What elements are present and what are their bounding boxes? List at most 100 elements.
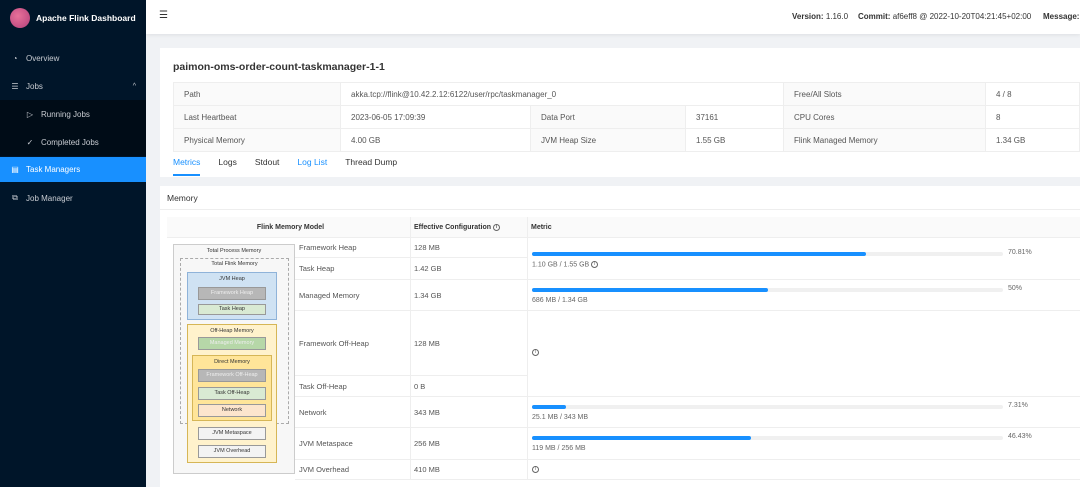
- taskmanager-info-table: Path akka.tcp://flink@10.42.2.12:6122/use…: [173, 82, 1080, 152]
- label: Physical Memory: [173, 128, 341, 152]
- metric-detail: 25.1 MB / 343 MB: [532, 414, 589, 421]
- progress-fill: [532, 436, 751, 440]
- metric-detail: 686 MB / 1.34 GB: [532, 297, 588, 304]
- jvm-metaspace-box: JVM Metaspace: [198, 427, 266, 440]
- metric-cell: [527, 238, 1080, 280]
- tab-log-list[interactable]: Log List: [297, 157, 328, 167]
- metric-cell: [527, 280, 1080, 311]
- schedule-icon: ▤: [11, 165, 19, 174]
- memory-row-name: Framework Heap: [295, 238, 410, 258]
- memory-row-name: Task Off-Heap: [295, 376, 410, 397]
- tab-metrics[interactable]: Metrics: [173, 157, 201, 176]
- sidebar-item-label: Task Managers: [26, 165, 81, 174]
- list-icon: ☰: [11, 81, 19, 91]
- memory-row-config: 410 MB: [410, 460, 527, 480]
- memory-row-config: 1.42 GB: [410, 258, 527, 280]
- sidebar-item-running-jobs[interactable]: ▷ Running Jobs: [0, 100, 146, 128]
- value: 4 / 8: [985, 82, 1080, 106]
- progress-fill: [532, 252, 866, 256]
- task-heap-box: Task Heap: [198, 304, 266, 315]
- memory-title: Memory: [167, 193, 198, 203]
- memory-row-name: JVM Overhead: [295, 460, 410, 480]
- memory-row-config: 0 B: [410, 376, 527, 397]
- progress-percent: 70.81%: [1008, 249, 1032, 256]
- value: akka.tcp://flink@10.42.2.12:6122/user/rp…: [340, 82, 784, 106]
- network-box: Network: [198, 404, 266, 417]
- cluster-icon: ⧉: [12, 193, 18, 202]
- sidebar-item-job-manager[interactable]: ⧉ Job Manager: [0, 184, 146, 212]
- total-process-memory: Total Process Memory: [206, 248, 262, 254]
- info-icon[interactable]: i: [532, 466, 539, 473]
- metric-detail: 119 MB / 256 MB: [532, 445, 586, 452]
- chevron-up-icon: ^: [132, 82, 136, 90]
- memory-row-config: 256 MB: [410, 428, 527, 460]
- label: JVM Heap Size: [530, 128, 686, 152]
- metric-cell: [527, 311, 1080, 397]
- sidebar-item-jobs[interactable]: ☰ Jobs ^: [0, 72, 146, 100]
- value: 1.55 GB: [685, 128, 784, 152]
- label: Free/All Slots: [783, 82, 986, 106]
- sidebar-item-label: Completed Jobs: [41, 137, 99, 147]
- tab-logs[interactable]: Logs: [218, 157, 237, 167]
- framework-heap-box: Framework Heap: [198, 287, 266, 300]
- play-circle-icon: ▷: [26, 109, 34, 119]
- memory-row-name: Task Heap: [295, 258, 410, 280]
- memory-row-name: JVM Metaspace: [295, 428, 410, 460]
- value: 8: [985, 105, 1080, 129]
- menu-fold-icon[interactable]: ☰: [159, 10, 168, 21]
- sidebar-item-label: Job Manager: [26, 193, 73, 203]
- value: 2023-06-05 17:09:39: [340, 105, 531, 129]
- sidebar-item-label: Running Jobs: [41, 109, 90, 119]
- memory-row-config: 1.34 GB: [410, 280, 527, 311]
- header-effective-config: Effective Configuration i: [410, 217, 527, 238]
- memory-model-diagram: Total Process Memory Total Flink Memory …: [173, 244, 295, 474]
- label: CPU Cores: [783, 105, 986, 129]
- flink-logo: [10, 8, 30, 28]
- message-info: Message:: [1043, 12, 1080, 21]
- progress-percent: 46.43%: [1008, 433, 1032, 440]
- framework-off-heap-box: Framework Off-Heap: [198, 369, 266, 382]
- sidebar-item-completed-jobs[interactable]: ✓ Completed Jobs: [0, 128, 146, 156]
- brand-title: Apache Flink Dashboard: [36, 13, 136, 23]
- sidebar-item-label: Overview: [26, 53, 60, 63]
- tab-stdout[interactable]: Stdout: [254, 157, 280, 167]
- managed-memory-box: Managed Memory: [198, 337, 266, 350]
- memory-row-name: Managed Memory: [295, 280, 410, 311]
- tab-thread-dump[interactable]: Thread Dump: [345, 157, 398, 167]
- check-circle-icon: ✓: [26, 137, 34, 147]
- memory-row-name: Network: [295, 397, 410, 428]
- jvm-overhead-box: JVM Overhead: [198, 445, 266, 458]
- label: Flink Managed Memory: [783, 128, 986, 152]
- progress-fill: [532, 288, 768, 292]
- metric-cell: [527, 460, 1080, 480]
- label: Last Heartbeat: [173, 105, 341, 129]
- info-icon[interactable]: i: [532, 349, 539, 356]
- memory-row-config: 128 MB: [410, 238, 527, 258]
- value: 1.34 GB: [985, 128, 1080, 152]
- progress-percent: 50%: [1008, 285, 1023, 292]
- commit-info: Commit: af6eff8 @ 2022-10-20T04:21:45+02…: [858, 12, 1032, 21]
- progress-fill: [532, 405, 567, 409]
- header: ☰ Version: 1.16.0 Commit: af6eff8 @ 2022…: [146, 0, 1080, 34]
- sidebar-item-task-managers[interactable]: ▤ Task Managers: [0, 157, 146, 182]
- label: Data Port: [530, 105, 686, 129]
- memory-row-config: 128 MB: [410, 311, 527, 376]
- memory-row-config: 343 MB: [410, 397, 527, 428]
- progress-bar: [532, 405, 1003, 409]
- page-title: paimon-oms-order-count-taskmanager-1-1: [173, 61, 385, 73]
- label: Path: [173, 82, 341, 106]
- version-info: Version: 1.16.0: [792, 12, 849, 21]
- value: 37161: [685, 105, 784, 129]
- sidebar-item-label: Jobs: [26, 81, 43, 91]
- progress-bar: [532, 252, 1003, 256]
- header-metric: Metric: [527, 217, 1080, 238]
- sidebar-item-overview[interactable]: ◔ Overview: [0, 44, 146, 72]
- task-off-heap-box: Task Off-Heap: [198, 387, 266, 400]
- progress-bar: [532, 288, 1003, 292]
- info-icon[interactable]: i: [591, 261, 599, 268]
- info-icon[interactable]: i: [492, 223, 500, 231]
- progress-percent: 7.31%: [1008, 402, 1028, 409]
- metric-cell: [527, 428, 1080, 460]
- metric-detail: 1.10 GB / 1.55 GB i: [532, 261, 599, 268]
- progress-bar: [532, 436, 1003, 440]
